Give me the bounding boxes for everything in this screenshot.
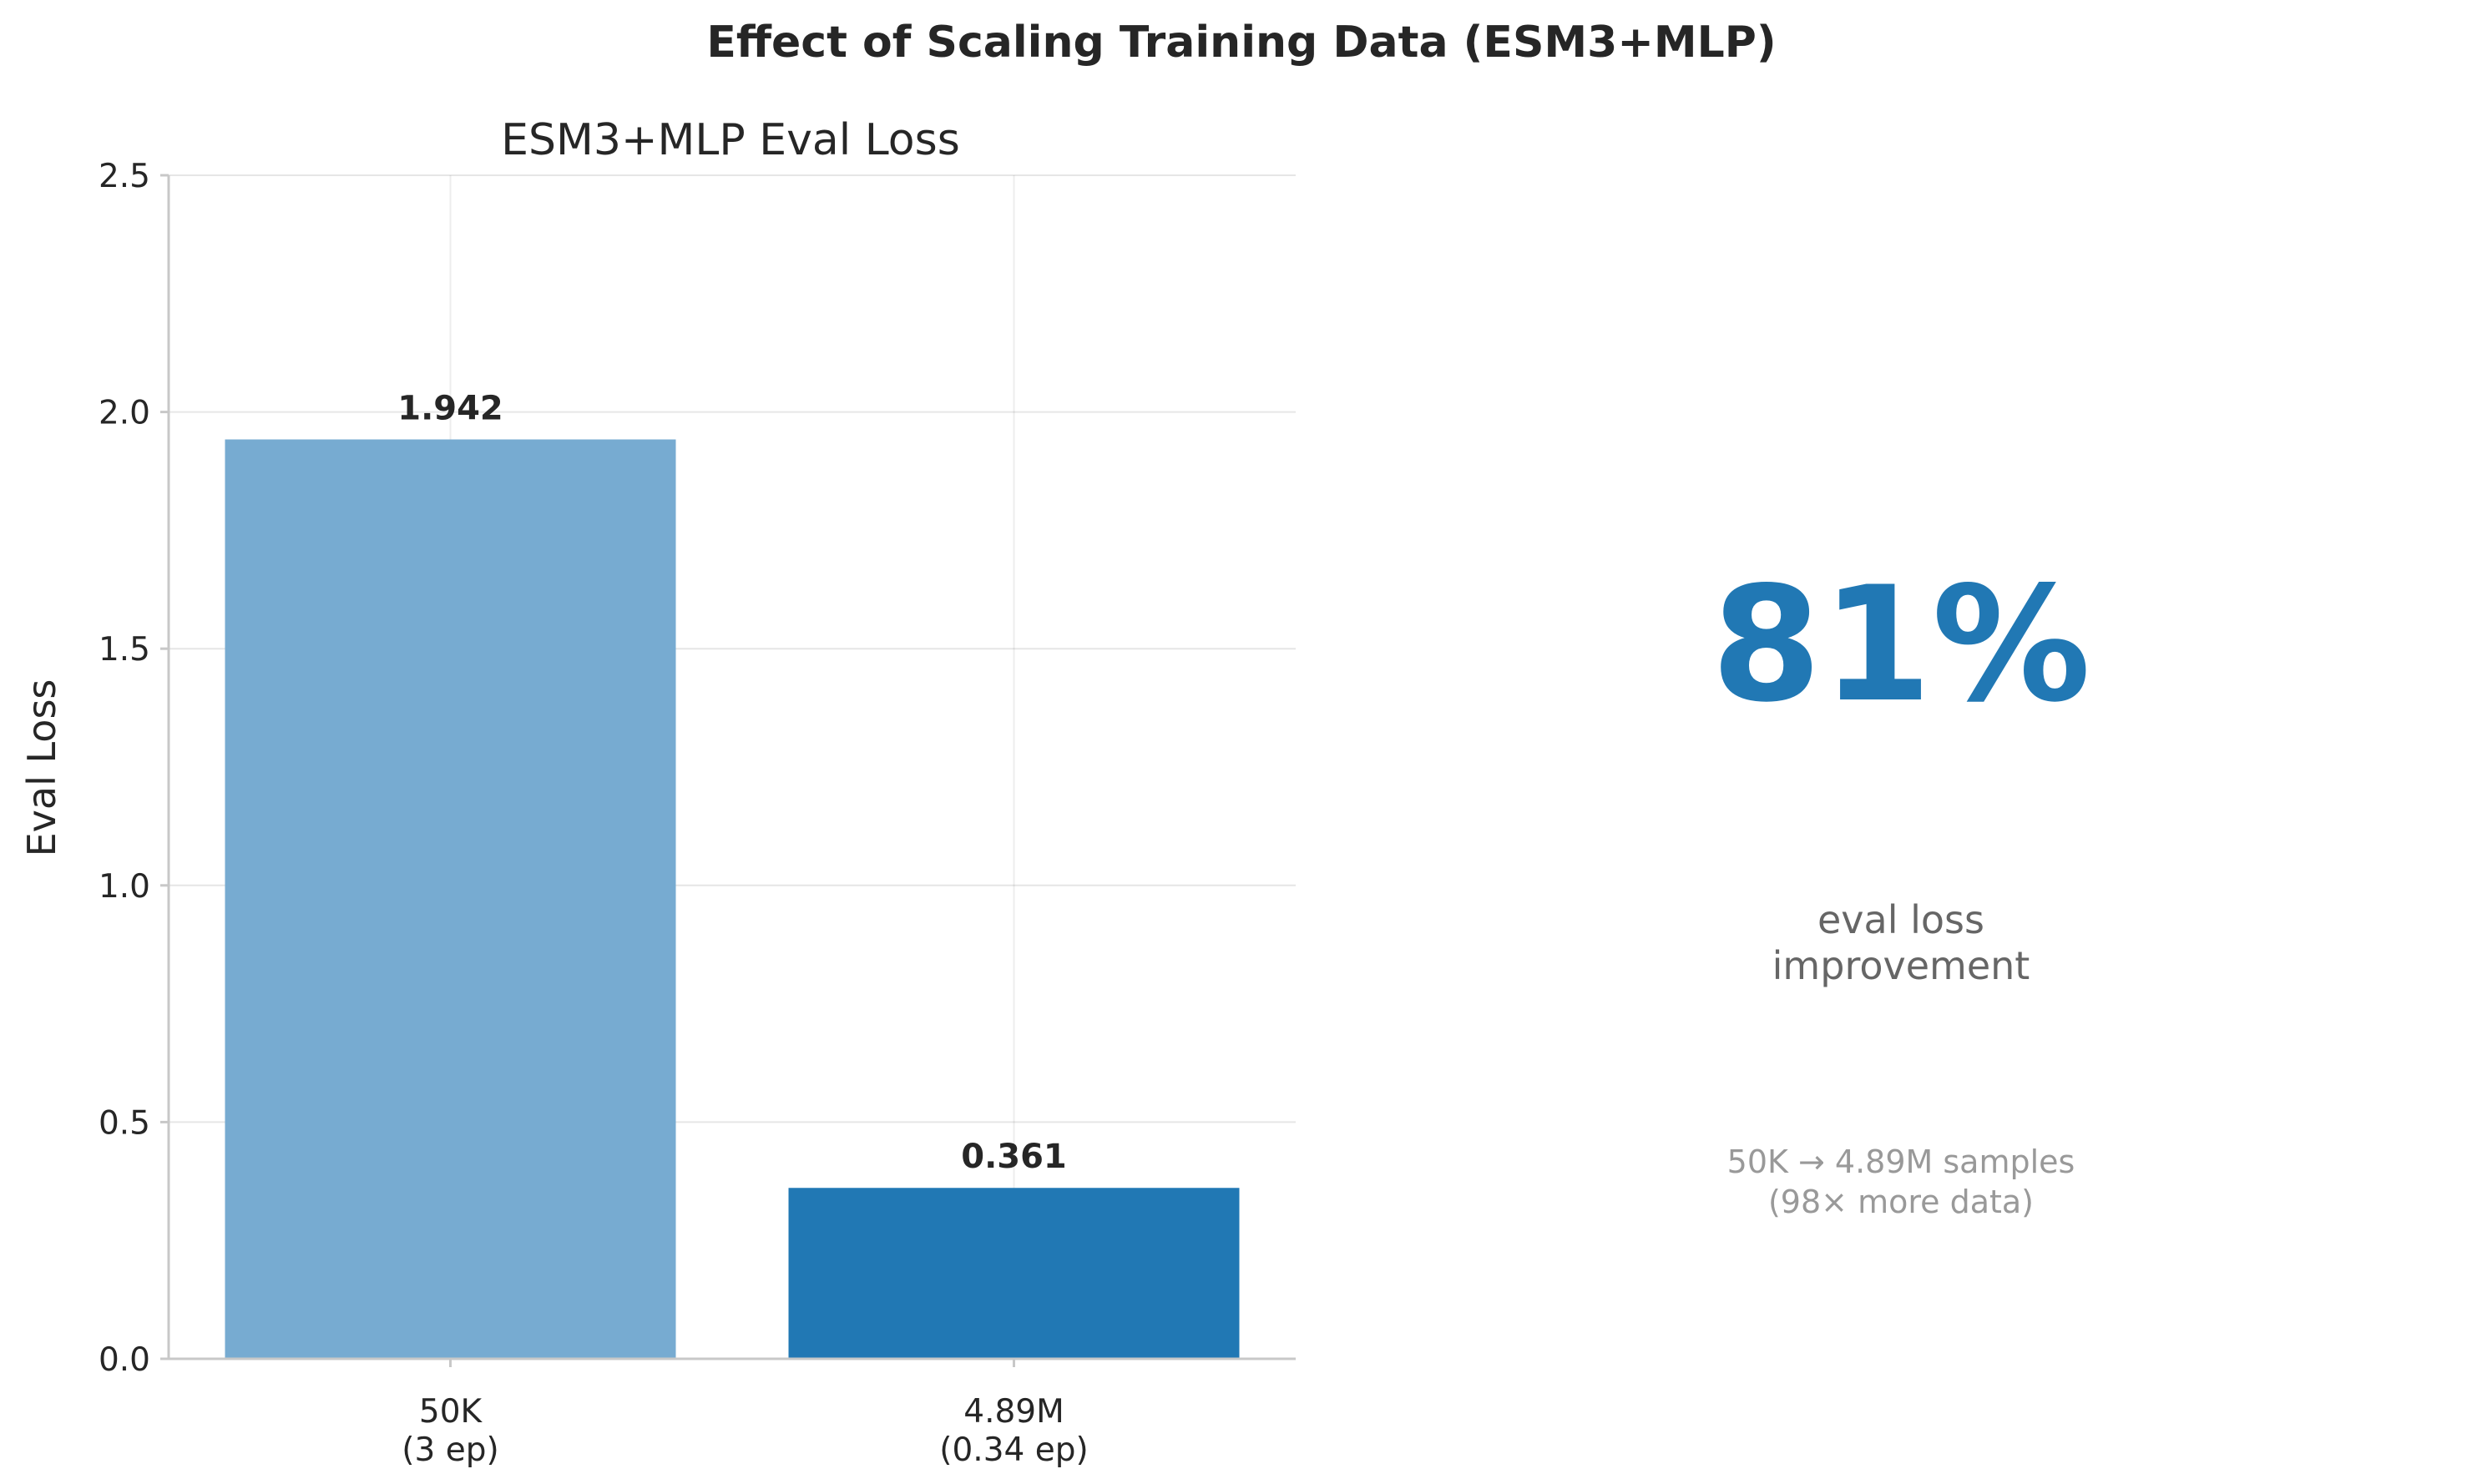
x-tick-label-line1: 50K xyxy=(419,1393,483,1431)
figure-title: Effect of Scaling Training Data (ESM3+ML… xyxy=(706,18,1776,68)
samples-detail-line2: (98× more data) xyxy=(1768,1184,2034,1220)
y-tick-label: 0.5 xyxy=(99,1104,150,1142)
y-tick-label: 1.0 xyxy=(99,868,150,906)
bar-1 xyxy=(788,1188,1240,1359)
y-axis-label: Eval Loss xyxy=(19,679,64,857)
axes xyxy=(160,174,1296,1367)
improvement-label-line2: improvement xyxy=(1772,943,2030,988)
data-label-0: 1.942 xyxy=(397,389,503,427)
y-tick-label: 1.5 xyxy=(99,631,150,669)
x-tick-label-line1: 4.89M xyxy=(963,1393,1064,1431)
y-tick-label: 0.0 xyxy=(99,1341,150,1379)
data-label-1: 0.361 xyxy=(961,1138,1067,1176)
bars xyxy=(225,439,1240,1360)
x-tick-label-line2: (0.34 ep) xyxy=(939,1431,1088,1469)
y-tick-labels: 0.0 0.5 1.0 1.5 2.0 2.5 xyxy=(99,158,150,1379)
y-tick-label: 2.5 xyxy=(99,158,150,195)
improvement-label-line1: eval loss xyxy=(1817,897,1984,942)
samples-detail-line1: 50K → 4.89M samples xyxy=(1727,1143,2075,1180)
y-tick-label: 2.0 xyxy=(99,395,150,432)
bar-chart: ESM3+MLP Eval Loss 0.0 0.5 1.0 1.5 2.0 2.5 50… xyxy=(19,115,1296,1469)
x-tick-labels: 50K(3 ep) 4.89M(0.34 ep) xyxy=(402,1393,1088,1469)
x-tick-label-line2: (3 ep) xyxy=(402,1431,498,1469)
stat-panel: 81% eval loss improvement 50K → 4.89M sa… xyxy=(1711,553,2091,1220)
chart-title: ESM3+MLP Eval Loss xyxy=(501,115,960,165)
bar-0 xyxy=(225,439,676,1360)
data-labels: 1.942 0.361 xyxy=(397,389,1067,1176)
improvement-percent: 81% xyxy=(1711,553,2091,737)
